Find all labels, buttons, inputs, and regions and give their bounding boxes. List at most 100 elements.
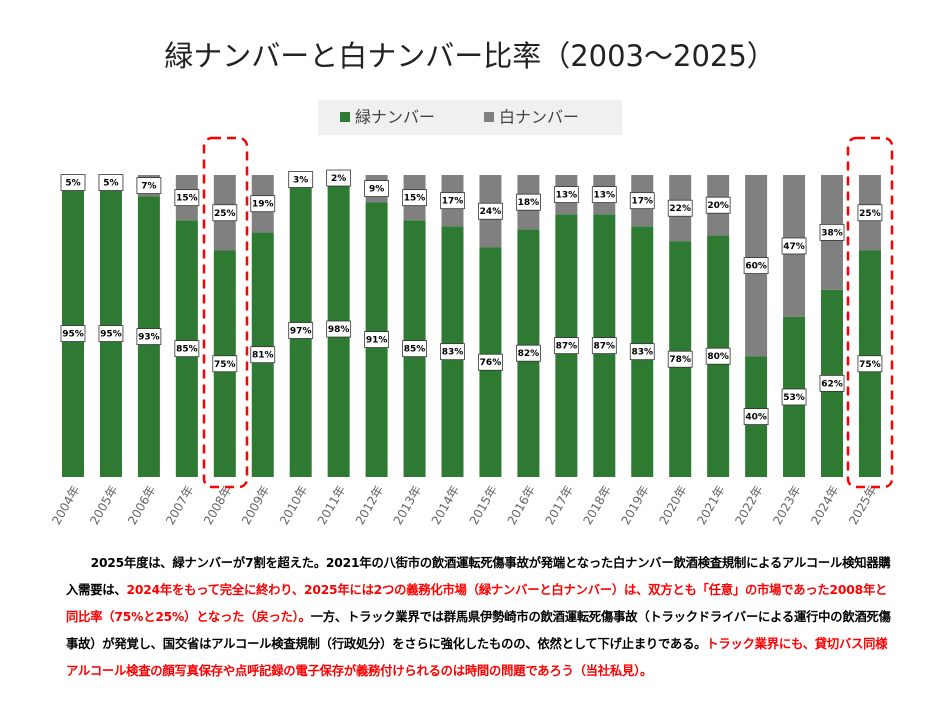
value-label: 78% [669,355,691,365]
value-label: 17% [442,197,464,207]
legend-swatch [484,112,494,122]
value-label: 83% [631,348,653,358]
value-label: 5% [65,179,80,189]
value-label: 81% [252,351,274,361]
value-label-box [553,337,579,355]
value-label: 15% [176,194,198,204]
x-tick-label: 2018年 [581,483,614,527]
value-label-box [250,346,276,364]
value-label-box [553,186,579,204]
x-tick-label: 2021年 [694,483,727,527]
value-label: 38% [821,228,843,238]
value-label: 98% [328,325,350,335]
value-label-box [60,325,86,342]
value-label-box [591,337,617,355]
value-label: 7% [141,182,156,192]
legend-label: 白ナンバー [499,108,579,127]
x-tick-label: 2022年 [732,483,765,527]
value-label: 95% [100,330,122,340]
value-label: 25% [859,209,881,219]
value-label-box [516,344,541,362]
value-label-box [516,193,541,211]
value-label-box [402,340,427,358]
legend-swatch [340,112,350,122]
x-tick-label: 2009年 [239,483,272,527]
x-tick-label: 2006年 [125,483,158,527]
value-label: 53% [783,393,805,403]
value-label: 80% [707,352,729,362]
value-label-box [440,192,465,210]
value-label-box [174,189,200,207]
x-tick-label: 2013年 [391,483,424,527]
note-segment: 2024年をもって完全に終わり、2025年には2つの義務化市場（緑ナンバーと白ナ… [66,583,888,624]
note-segment: トラック業界にも、貸切バス同様アルコール検査の顔写真保存や点呼記録の電子保存が義… [66,637,888,678]
value-label-box [743,257,769,275]
value-label-box [819,223,845,241]
value-label: 3% [293,176,308,186]
value-label: 9% [369,185,384,195]
value-label-box [440,343,465,361]
value-label-box [819,374,845,392]
value-label-box [288,322,314,339]
value-label-box [364,180,390,197]
value-label: 19% [252,200,274,210]
x-tick-label: 2011年 [315,483,348,527]
value-label: 85% [176,345,198,355]
value-label-box [629,192,655,210]
value-label: 75% [859,360,881,370]
value-label-box [212,355,238,373]
value-label: 20% [707,201,729,211]
value-label-box [705,196,731,214]
value-label-box [326,169,352,187]
value-label: 2% [331,174,346,184]
value-label: 40% [745,413,767,423]
note-segment: 一方、トラック業界では群馬県伊勢崎市の飲酒運転死傷事故（トラックドライバーによる… [66,610,891,651]
x-tick-label: 2023年 [770,483,803,527]
value-label-box [98,174,124,191]
note-segment: 2025年度は、緑ナンバーが7割を超えた。2021年の八街市の飲酒運転死傷事故が… [66,556,891,597]
value-label: 97% [290,327,312,337]
value-label-box [98,325,124,342]
value-label: 17% [631,197,653,207]
value-label-box [781,237,807,255]
value-label-box [478,202,503,220]
value-label-box [667,350,693,368]
value-label: 87% [556,342,578,352]
value-label-box [288,171,314,188]
value-label-box [212,204,238,222]
value-label: 24% [480,207,502,217]
x-tick-label: 2004年 [49,483,82,527]
value-label: 15% [404,194,426,204]
value-label-box [857,204,883,222]
value-label-box [364,331,390,348]
chart-title: 緑ナンバーと白ナンバー比率（2003〜2025） [164,39,776,73]
value-label-box [60,174,86,191]
value-label-box [667,199,693,217]
x-tick-label: 2005年 [87,483,120,527]
value-label-box [857,355,883,373]
value-label: 25% [214,209,236,219]
value-label: 5% [103,179,118,189]
value-label-box [478,353,503,371]
value-label-box [591,186,617,204]
x-tick-label: 2016年 [505,483,538,527]
value-label: 85% [404,345,426,355]
legend-label: 緑ナンバー [355,108,435,127]
x-tick-label: 2015年 [467,483,500,527]
x-tick-label: 2024年 [808,483,841,527]
x-tick-label: 2007年 [163,483,196,527]
value-label: 18% [518,198,540,208]
value-label-box [743,408,769,426]
value-label-box [781,388,807,406]
x-tick-label: 2025年 [846,483,879,527]
value-label-box [136,328,162,345]
value-label: 87% [594,342,616,352]
value-label: 62% [821,379,843,389]
value-label: 75% [214,360,236,370]
value-label: 60% [745,262,767,272]
value-label-box [629,343,655,361]
value-label-box [250,195,276,213]
note: 2025年度は、緑ナンバーが7割を超えた。2021年の八街市の飲酒運転死傷事故が… [66,550,892,685]
x-tick-label: 2014年 [429,483,462,527]
